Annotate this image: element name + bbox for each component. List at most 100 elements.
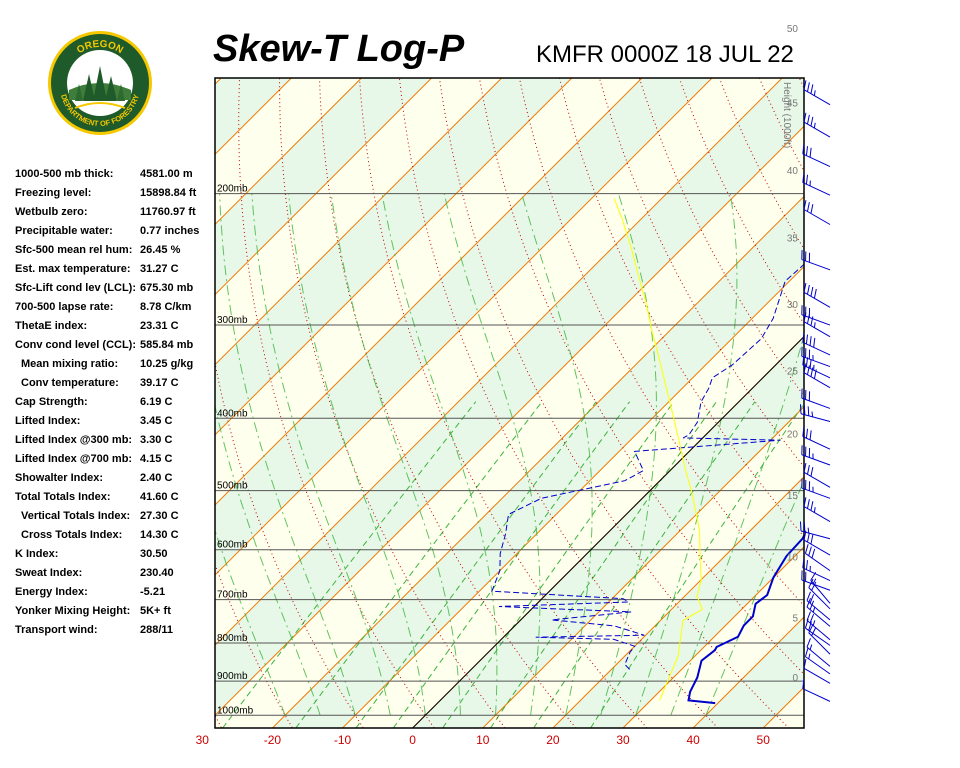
index-label: Cross Totals Index: — [21, 529, 123, 541]
isotherm — [215, 78, 503, 366]
index-label: Cap Strength: — [15, 396, 88, 408]
wind-barb — [804, 647, 831, 675]
wind-barb-flag — [809, 147, 812, 158]
x-tick-label: -10 — [334, 733, 352, 747]
index-label: Lifted Index @300 mb: — [15, 434, 133, 446]
index-label: Sfc-500 mean rel hum: — [15, 244, 133, 256]
index-row: Lifted Index @700 mb: 4.15 C — [15, 453, 215, 472]
wind-barb-flag — [805, 334, 809, 345]
wind-barb-half — [813, 507, 816, 513]
wind-barb-flag — [808, 546, 812, 556]
wind-barb-half — [813, 322, 816, 328]
svg-text:OREGON: OREGON — [75, 39, 125, 56]
index-value: 10.25 g/kg — [140, 358, 194, 370]
index-value: 0.77 inches — [140, 225, 200, 237]
wind-barb-half — [809, 644, 813, 650]
index-row: Sfc-Lift cond lev (LCL): 675.30 mb — [15, 282, 215, 301]
mixing-ratio-line — [222, 401, 477, 728]
wind-barb — [806, 638, 831, 667]
wind-barb — [801, 570, 831, 591]
wind-barb — [803, 282, 831, 308]
index-label: 700-500 lapse rate: — [15, 301, 114, 313]
index-value: 11760.97 ft — [140, 206, 196, 218]
isotherm — [215, 78, 432, 296]
moist-adiabat — [635, 193, 738, 716]
wind-barb-flag — [806, 365, 810, 375]
dry-adiabat — [215, 714, 223, 728]
height-tick-label: 50 — [787, 24, 799, 35]
wind-barb — [801, 445, 831, 466]
index-row: Wetbulb zero: 11760.97 ft — [15, 206, 215, 225]
index-value: 675.30 mb — [140, 282, 194, 294]
isobar-label: 500mb — [217, 481, 248, 492]
wind-barb-flag — [811, 581, 817, 591]
isotherm — [215, 78, 573, 436]
wind-barb-flag — [809, 358, 812, 369]
index-label: Conv temperature: — [21, 377, 119, 389]
wind-barb-flag — [805, 357, 809, 367]
wind-barb-flag — [803, 462, 807, 473]
height-tick-label: 25 — [787, 366, 799, 377]
height-tick-label: 30 — [787, 300, 799, 311]
index-label: Precipitable water: — [15, 225, 113, 237]
wind-barb-shaft — [801, 259, 831, 271]
index-row: 1000-500 mb thick: 4581.00 m — [15, 168, 215, 187]
index-label: Sweat Index: — [15, 567, 83, 579]
index-row: Vertical Totals Index: 27.30 C — [15, 510, 215, 529]
wind-barb-shaft — [803, 89, 831, 106]
index-label: Vertical Totals Index: — [21, 510, 131, 522]
wind-barb-shaft — [808, 632, 831, 655]
x-tick-label: 0 — [409, 733, 416, 747]
wind-barb-flag — [810, 367, 814, 377]
mixing-ratio-line — [590, 402, 804, 728]
wind-barb-shaft — [803, 471, 831, 488]
dry-adiabat — [478, 78, 804, 675]
x-tick-label: 30 — [616, 733, 630, 747]
dry-adiabat — [867, 54, 960, 731]
wind-barb-flag — [810, 204, 814, 214]
wind-barb-flag — [802, 332, 805, 343]
wind-barb-flag — [803, 405, 806, 415]
wind-barb — [802, 558, 831, 582]
wind-barb — [803, 312, 831, 338]
wind-barb-shaft — [806, 620, 831, 641]
index-value: 230.40 — [140, 567, 174, 579]
wind-barb — [802, 427, 831, 450]
wind-barb — [802, 173, 831, 196]
index-label: ThetaE index: — [15, 320, 88, 332]
wind-barb — [802, 332, 831, 356]
wind-barb-shaft — [801, 579, 831, 591]
index-label: Lifted Index: — [15, 415, 81, 427]
wind-barb-flag — [809, 613, 815, 624]
index-row: Sweat Index: 230.40 — [15, 567, 215, 586]
mixing-ratio-line — [442, 401, 675, 728]
wind-barb-shaft — [803, 667, 831, 684]
x-tick-label: 30 — [196, 733, 210, 747]
wind-barb-half — [812, 578, 817, 584]
mixing-ratio-line — [392, 401, 631, 728]
index-label: Est. max temperature: — [15, 263, 131, 275]
isobar-label: 400mb — [217, 408, 248, 419]
wind-barb-shaft — [802, 567, 831, 582]
wind-barb-shaft — [803, 372, 831, 389]
wind-barb-flag — [806, 114, 810, 125]
wind-barb-half — [813, 122, 816, 129]
isobar-label: 300mb — [217, 315, 248, 326]
index-row: Freezing level: 15898.84 ft — [15, 187, 215, 206]
isobar-label: 700mb — [217, 590, 248, 601]
wind-barb-flag — [810, 116, 814, 127]
x-tick-label: 10 — [476, 733, 490, 747]
mixing-ratio-line — [295, 401, 543, 728]
wind-barb-shaft — [806, 646, 831, 667]
wind-barb — [804, 544, 831, 572]
wind-barb-half — [807, 527, 810, 534]
index-label: Wetbulb zero: — [15, 206, 88, 218]
index-row: Conv temperature: 39.17 C — [15, 377, 215, 396]
height-axis-label: Height (1000ft) — [781, 82, 792, 148]
isotherm — [833, 78, 960, 728]
plot-frame — [214, 77, 805, 729]
isotherm — [342, 265, 804, 728]
index-value: 27.30 C — [140, 510, 179, 522]
index-value: 2.40 C — [140, 472, 173, 484]
wind-barb-shaft — [803, 539, 831, 556]
